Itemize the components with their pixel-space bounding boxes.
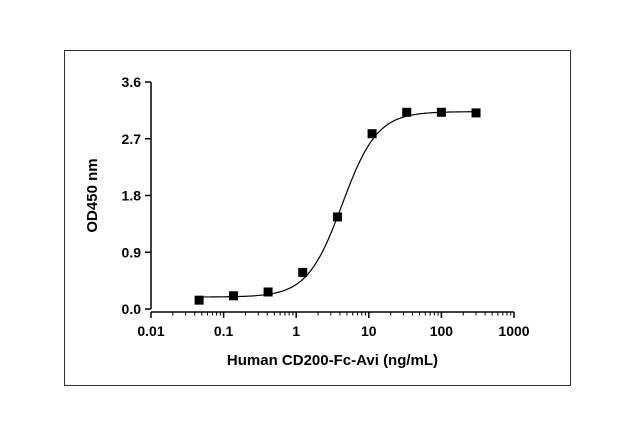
axes: 0.0 0.9 1.8 2.7 3.6 0.01 0.1 1 10 100 1000 <box>122 74 530 339</box>
data-point <box>332 212 342 222</box>
y-tick-label: 0.9 <box>122 244 142 260</box>
x-tick-label: 1000 <box>498 323 529 339</box>
y-tick-label: 2.7 <box>122 131 142 147</box>
x-tick-label: 100 <box>430 323 454 339</box>
data-point <box>471 108 481 118</box>
data-point <box>263 287 273 297</box>
x-tick-label: 10 <box>361 323 377 339</box>
x-axis-title: Human CD200-Fc-Avi (ng/mL) <box>227 352 438 369</box>
data-points-layer <box>194 107 481 305</box>
figure-frame <box>64 50 571 386</box>
data-point <box>402 107 412 117</box>
fit-curve <box>199 111 477 298</box>
data-point <box>367 129 377 139</box>
y-tick-label: 3.6 <box>122 74 142 90</box>
fit-curve-layer <box>199 111 477 298</box>
data-point <box>436 107 446 117</box>
data-point <box>298 267 308 277</box>
data-point <box>194 295 204 305</box>
y-tick-label: 1.8 <box>122 188 142 204</box>
y-axis-title: OD450 nm <box>84 158 101 232</box>
x-tick-label: 0.01 <box>137 323 164 339</box>
x-tick-label: 0.1 <box>214 323 234 339</box>
y-tick-label: 0.0 <box>122 301 142 317</box>
x-tick-label: 1 <box>292 323 300 339</box>
data-point <box>229 291 239 301</box>
